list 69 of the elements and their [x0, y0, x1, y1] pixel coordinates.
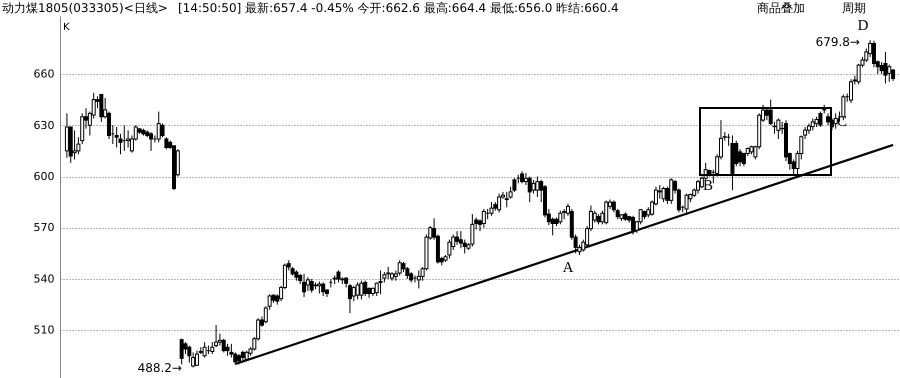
y-tick-label: 510	[34, 324, 54, 337]
candlestick	[302, 273, 306, 298]
text: 周期	[842, 1, 866, 15]
candlestick	[359, 280, 364, 300]
candlestick	[497, 193, 502, 213]
text: [14:50:50] 最新:657.4 -0.45% 今开:662.6 最高:664.4 最低:656.0 昨结:660.4	[178, 1, 619, 15]
candlestick	[482, 208, 486, 228]
candlestick	[814, 116, 819, 128]
candlestick	[160, 123, 165, 138]
candlestick	[604, 200, 608, 225]
candlestick	[662, 186, 666, 203]
annotation: K	[63, 22, 70, 33]
candlestick	[489, 202, 494, 216]
chart-title: 动力煤1805(033305)<日线>	[2, 1, 168, 15]
candlestick	[244, 350, 249, 362]
candlestick	[194, 350, 199, 367]
candlestick	[455, 230, 460, 246]
candlestick	[363, 280, 368, 297]
y-tick-label: 600	[34, 170, 54, 184]
candlestick	[416, 270, 421, 289]
candlestick	[336, 270, 340, 283]
annotation: D	[858, 18, 869, 34]
candlestick	[99, 94, 104, 122]
candlestick	[776, 118, 780, 140]
annotation: 679.8→	[816, 35, 860, 49]
annotation: B	[702, 178, 714, 194]
candlestick	[321, 282, 326, 297]
candlestick	[187, 345, 192, 364]
candlestick	[398, 260, 402, 276]
candlestick	[849, 78, 854, 104]
candlestick	[880, 62, 884, 75]
candlestick	[126, 130, 130, 148]
candlestick	[386, 266, 390, 280]
candlestick	[149, 132, 154, 152]
annotation: 488.2→	[138, 361, 182, 375]
y-tick-label: 570	[34, 221, 54, 234]
candlestick	[310, 278, 314, 294]
candlestick	[596, 214, 601, 225]
candlestick	[317, 281, 322, 294]
candlestick	[348, 284, 352, 314]
candlestick	[72, 130, 77, 160]
candlestick	[558, 210, 562, 225]
candlestick	[887, 64, 892, 82]
candlestick	[528, 176, 532, 203]
candlestick	[883, 51, 888, 84]
candlestick	[294, 270, 298, 282]
candlestick	[180, 338, 184, 365]
candlestick	[378, 270, 383, 295]
candlestick	[532, 179, 536, 194]
candlestick	[470, 214, 474, 248]
candlestick	[156, 111, 161, 143]
candlestick	[226, 343, 230, 356]
y-tick-label: 660	[34, 68, 54, 81]
candlestick	[684, 193, 689, 213]
y-tick-label: 540	[34, 272, 54, 286]
candlestick	[520, 170, 524, 184]
candlestick	[202, 342, 207, 358]
candlestick	[164, 136, 168, 150]
candlestick	[696, 179, 700, 194]
candlestick	[810, 118, 815, 131]
annotation: A	[562, 260, 574, 276]
candlestick	[669, 178, 674, 204]
y-tick-label: 630	[34, 118, 54, 132]
candlestick	[891, 68, 896, 82]
candlestick	[356, 282, 360, 300]
candlestick	[630, 215, 635, 236]
candlestick	[504, 191, 509, 208]
text: 商品叠加	[757, 1, 805, 15]
candlestick	[352, 285, 356, 302]
